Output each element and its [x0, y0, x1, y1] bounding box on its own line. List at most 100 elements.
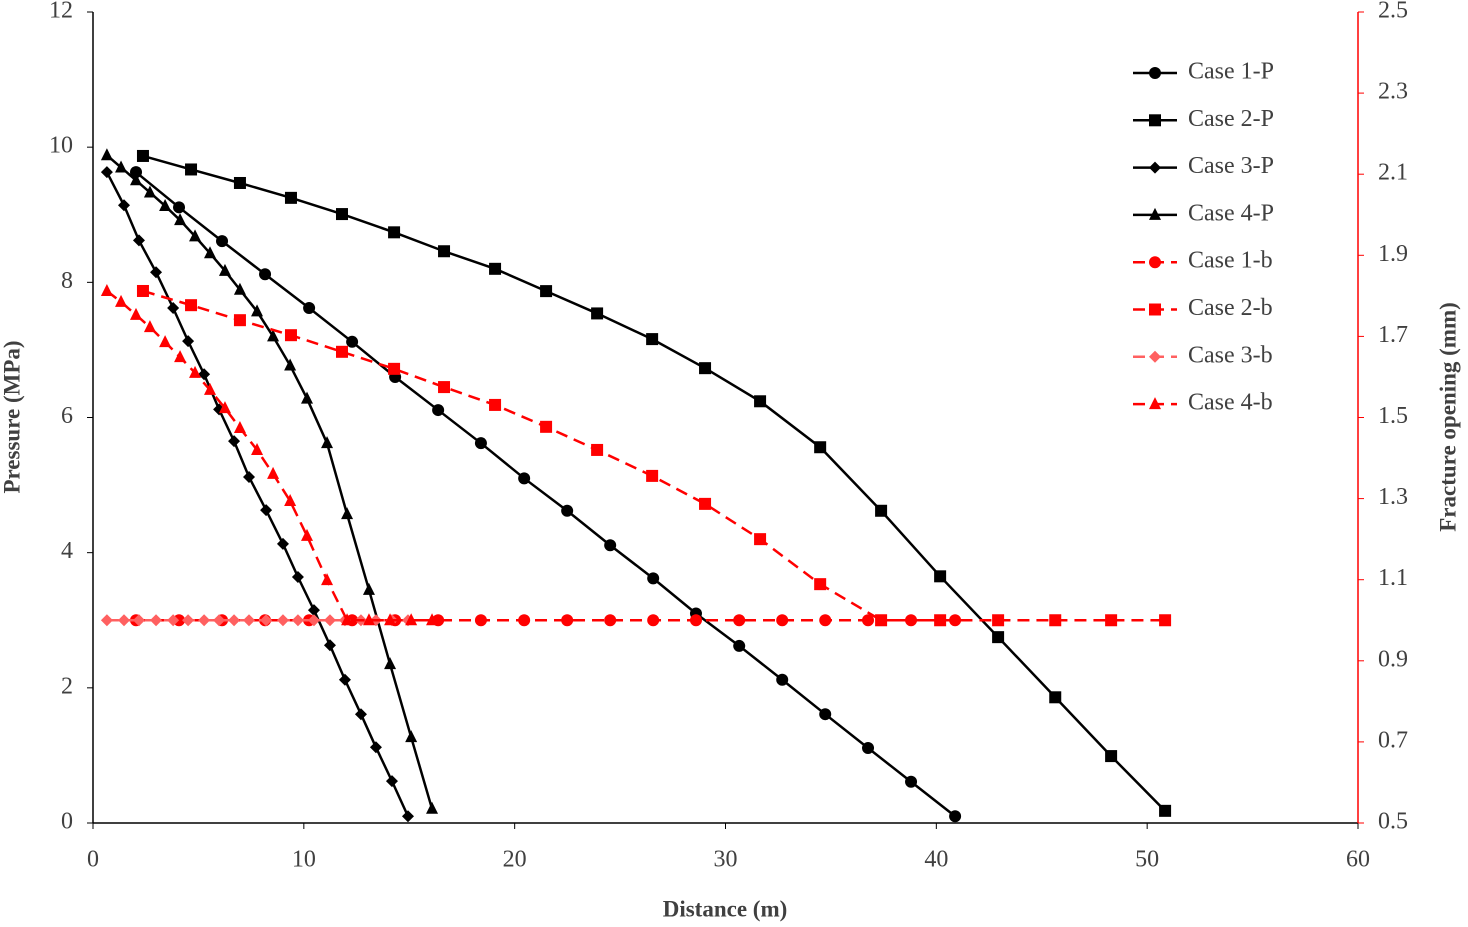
marker [905, 775, 918, 788]
marker [173, 201, 186, 214]
marker [130, 173, 143, 186]
marker [949, 810, 962, 823]
marker [814, 578, 827, 591]
marker [1149, 397, 1161, 410]
marker [1159, 614, 1172, 627]
legend-label: Case 2-P [1188, 106, 1274, 132]
marker [267, 466, 280, 479]
marker [143, 320, 156, 333]
marker [159, 198, 172, 211]
marker [100, 148, 113, 161]
marker [384, 613, 397, 626]
marker [174, 350, 187, 363]
marker [198, 614, 211, 627]
marker [1149, 207, 1161, 220]
marker [204, 382, 217, 395]
marker [335, 208, 348, 221]
marker [130, 166, 143, 179]
marker [182, 335, 195, 348]
y2-tick-label: 1.1 [1378, 565, 1408, 591]
y2-tick-label: 0.7 [1378, 727, 1408, 753]
legend-label: Case 3-P [1188, 153, 1274, 179]
legend-label: Case 1-P [1188, 59, 1274, 85]
marker [150, 266, 163, 279]
marker [689, 614, 702, 627]
marker [733, 614, 746, 627]
y2-tick-label: 1.3 [1378, 484, 1408, 510]
marker [814, 441, 827, 454]
marker [776, 614, 789, 627]
x-tick-label: 10 [292, 847, 316, 873]
marker [143, 185, 156, 198]
marker [489, 398, 502, 411]
marker [233, 176, 246, 189]
marker [335, 345, 348, 358]
marker [518, 614, 531, 627]
marker [438, 245, 451, 258]
series-line [142, 289, 1166, 622]
y-tick-label: 12 [49, 0, 73, 24]
marker [1149, 161, 1161, 174]
marker [185, 163, 198, 176]
marker [1159, 804, 1172, 817]
marker [474, 437, 487, 450]
marker [388, 226, 401, 239]
marker [384, 657, 397, 670]
marker [432, 404, 445, 417]
x-tick-label: 40 [924, 847, 948, 873]
marker [992, 631, 1005, 644]
marker [1049, 691, 1062, 704]
marker [321, 436, 334, 449]
marker [647, 572, 660, 585]
marker [561, 504, 574, 517]
y2-tick-label: 1.5 [1378, 403, 1408, 429]
marker [276, 614, 289, 627]
marker [260, 614, 273, 627]
marker [591, 443, 604, 456]
marker [561, 614, 574, 627]
marker [949, 614, 962, 627]
marker [189, 229, 202, 242]
marker [307, 604, 320, 617]
marker [518, 472, 531, 485]
marker [243, 470, 256, 483]
legend-label: Case 1-b [1188, 248, 1273, 274]
marker [1149, 67, 1161, 79]
marker [699, 362, 712, 375]
marker [233, 314, 246, 327]
marker [204, 246, 217, 259]
marker [474, 614, 487, 627]
marker [213, 614, 226, 627]
marker [346, 335, 359, 348]
y2-tick-label: 2.5 [1378, 0, 1408, 24]
marker [228, 435, 241, 448]
marker [385, 775, 398, 788]
y2-tick-label: 2.1 [1378, 160, 1408, 186]
legend-label: Case 2-b [1188, 295, 1273, 321]
marker [136, 149, 149, 162]
marker [167, 302, 180, 315]
marker [341, 507, 354, 520]
marker [198, 368, 211, 381]
x-axis-title: Distance (m) [663, 896, 788, 921]
y-tick-label: 0 [61, 809, 73, 835]
marker [100, 614, 113, 627]
marker [646, 469, 659, 482]
marker [115, 160, 128, 173]
marker [243, 614, 256, 627]
marker [1149, 256, 1161, 269]
marker [426, 801, 439, 814]
marker [182, 614, 195, 627]
marker [341, 613, 354, 626]
marker [291, 570, 304, 583]
marker [426, 613, 439, 626]
series-line [105, 171, 410, 817]
marker [117, 199, 130, 212]
marker [819, 708, 832, 721]
marker [136, 284, 149, 297]
marker [401, 810, 414, 823]
marker [300, 391, 313, 404]
marker [405, 730, 418, 743]
marker [174, 213, 187, 226]
